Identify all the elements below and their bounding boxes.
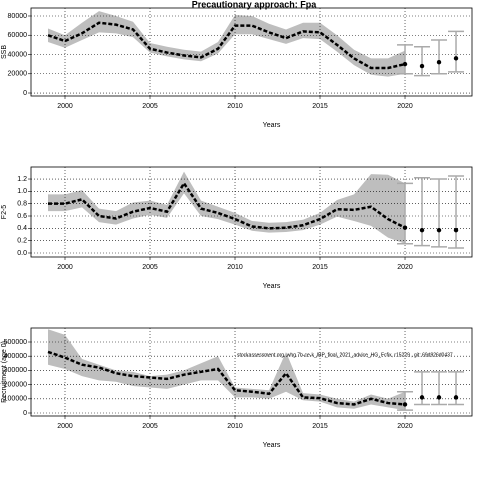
y-axis-label: Recruitment (age 0): [1, 341, 8, 403]
panel: 2000 2005 2010 2015 2020 0 100000 200000 300000 4…: [1, 327, 473, 449]
plot-frame: [30, 327, 473, 417]
x-tick-label: 2010: [227, 423, 243, 430]
forecast-point: [402, 61, 408, 67]
x-tick-label: 2020: [397, 264, 413, 271]
confidence-band: [48, 11, 406, 77]
y-tick-label: 0.0: [17, 250, 27, 257]
confidence-band: [48, 171, 406, 244]
x-tick-label: 2020: [397, 423, 413, 430]
y-tick-label: 0.2: [17, 238, 27, 245]
x-tick-label: 2015: [312, 423, 328, 430]
y-axis-label: SSB: [1, 45, 8, 59]
y-tick-label: 0: [23, 410, 27, 417]
confidence-band: [48, 329, 406, 411]
annotation: stockassessment.org, whg.7b-ce-k_IBP_fin…: [237, 352, 453, 358]
y-tick-label: 80000: [8, 13, 28, 20]
y-axis-label: F2-5: [1, 205, 8, 220]
plot-frame: [30, 166, 473, 258]
forecast-point: [436, 60, 442, 65]
x-tick-label: 2000: [57, 103, 73, 110]
panel: 2000 2005 2010 2015 2020 0 20000 40000 60000 8000…: [1, 7, 473, 129]
y-tick-label: 0.6: [17, 213, 27, 220]
estimate-line: [47, 350, 406, 406]
y-tick-label: 0: [23, 90, 27, 97]
forecast-point: [419, 63, 425, 69]
x-axis-label: Years: [263, 122, 281, 129]
estimate-line: [47, 21, 406, 70]
y-tick-label: 20000: [8, 71, 28, 78]
x-tick-label: 2015: [312, 103, 328, 110]
y-tick-label: 0.4: [17, 225, 27, 232]
y-tick-label: 200000: [4, 381, 27, 388]
y-tick-label: 400000: [4, 353, 27, 360]
y-tick-label: 40000: [8, 51, 28, 58]
estimate-line: [48, 181, 406, 230]
x-tick-label: 2005: [142, 264, 158, 271]
x-axis-label: Years: [263, 283, 281, 290]
forecast-point: [402, 402, 408, 407]
forecast-point: [453, 56, 459, 61]
chart-title: Precautionary approach: Fpa: [192, 0, 318, 9]
y-tick-label: 300000: [4, 367, 27, 374]
x-tick-label: 2005: [142, 103, 158, 110]
forecast-point: [402, 225, 408, 230]
forecast-point: [453, 227, 459, 233]
panel: 2000 2005 2010 2015 2020 0.0 0.2 0.4 0.6 0.8 1.0 1.…: [1, 166, 473, 290]
y-tick-label: 0.8: [17, 201, 27, 208]
forecast-point: [453, 395, 459, 400]
x-tick-label: 2005: [142, 423, 158, 430]
x-axis-label: Years: [263, 442, 281, 449]
x-tick-label: 2020: [397, 103, 413, 110]
y-tick-label: 100000: [4, 396, 27, 403]
plot-frame: [30, 7, 473, 97]
y-tick-label: 500000: [4, 339, 27, 346]
x-tick-label: 2010: [227, 103, 243, 110]
forecast-point: [419, 227, 425, 233]
x-tick-label: 2015: [312, 264, 328, 271]
x-tick-label: 2010: [227, 264, 243, 271]
x-tick-label: 2000: [57, 423, 73, 430]
y-tick-label: 1.0: [17, 188, 27, 195]
x-tick-label: 2000: [57, 264, 73, 271]
forecast-point: [436, 227, 442, 233]
y-tick-label: 1.2: [17, 176, 27, 183]
forecast-point: [419, 395, 425, 400]
forecast-point: [436, 395, 442, 400]
y-tick-label: 60000: [8, 32, 28, 39]
